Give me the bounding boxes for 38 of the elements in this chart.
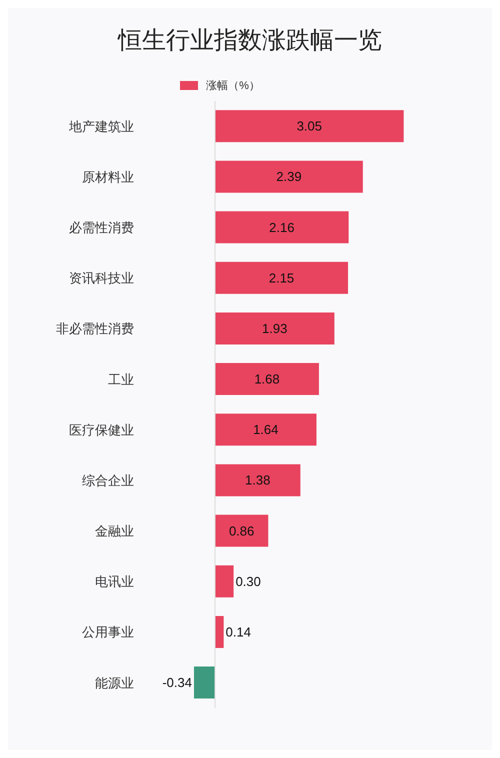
data-label: 2.15 — [268, 270, 294, 286]
bar — [215, 514, 268, 547]
legend-label: 涨幅（%） — [206, 79, 260, 93]
y-tick-label: 必需性消费 — [69, 220, 134, 236]
data-label: -0.34 — [162, 675, 192, 690]
bar — [215, 211, 349, 244]
bar — [215, 160, 363, 193]
data-label: 1.93 — [262, 320, 288, 336]
bar — [215, 414, 316, 446]
y-tick-label: 非必需性消费 — [56, 321, 134, 336]
data-label: 0.86 — [228, 523, 254, 538]
data-label: 2.16 — [269, 220, 294, 235]
bar — [215, 363, 319, 396]
data-label: 0.14 — [226, 624, 251, 640]
bar — [215, 312, 334, 344]
data-label: 0.30 — [236, 574, 261, 589]
bar — [215, 464, 300, 496]
data-label: 3.05 — [296, 118, 322, 134]
data-label: 1.64 — [253, 422, 278, 438]
y-tick-label: 医疗保健业 — [69, 422, 134, 438]
bar — [215, 616, 224, 648]
data-label: 1.38 — [245, 472, 270, 488]
y-tick-label: 工业 — [108, 372, 134, 387]
y-tick-label: 地产建筑业 — [68, 118, 134, 134]
y-tick-label: 原材料业 — [82, 169, 134, 184]
y-tick-label: 能源业 — [95, 675, 134, 690]
bar — [194, 666, 216, 699]
y-tick-label: 综合企业 — [82, 472, 134, 488]
bar — [215, 262, 348, 294]
y-tick-label: 金融业 — [95, 524, 134, 539]
y-tick-label: 公用事业 — [82, 624, 134, 640]
data-label: 2.39 — [276, 169, 302, 184]
chart-title: 恒生行业指数涨跌幅一览 — [116, 26, 383, 56]
bar — [215, 110, 404, 142]
y-tick-label: 资讯科技业 — [69, 270, 134, 286]
data-label: 1.68 — [254, 372, 280, 387]
y-tick-label: 电讯业 — [95, 574, 134, 590]
bar — [215, 565, 234, 598]
